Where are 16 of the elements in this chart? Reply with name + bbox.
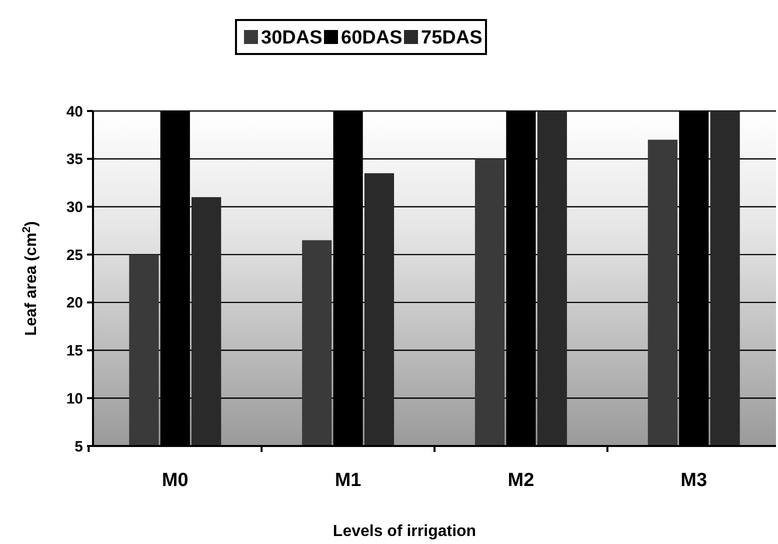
y-tick-label: 20 — [66, 294, 83, 312]
y-tick-label: 10 — [66, 390, 83, 408]
y-tick-label: 35 — [66, 151, 83, 168]
x-tick-label: M0 — [162, 470, 188, 491]
y-tick-label: 15 — [66, 342, 83, 360]
y-tick-label: 30 — [66, 198, 83, 216]
x-tick-label: M1 — [334, 470, 362, 491]
y-tick-label: 25 — [66, 246, 83, 264]
legend-label: 60DAS — [341, 28, 402, 49]
legend-label: 30DAS — [261, 28, 322, 49]
x-axis-title: Levels of irrigation — [332, 523, 476, 540]
y-tick-label: 5 — [74, 438, 83, 456]
x-tick-label: M3 — [680, 470, 708, 491]
x-tick-label: M2 — [508, 470, 534, 491]
legend-label: 75DAS — [421, 28, 482, 49]
y-tick-label: 40 — [66, 103, 83, 120]
